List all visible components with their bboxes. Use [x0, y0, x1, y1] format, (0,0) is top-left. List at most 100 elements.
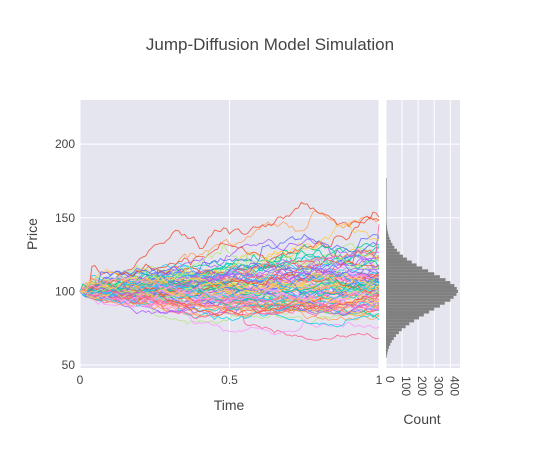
histogram-bar: [386, 272, 435, 276]
price-path: [79, 276, 380, 304]
price-path: [79, 275, 380, 298]
side-x-tick-label: 300: [431, 376, 445, 396]
price-path: [79, 263, 380, 296]
histogram-bar: [386, 201, 387, 205]
histogram-bar: [386, 204, 387, 208]
histogram-bar: [386, 301, 445, 305]
histogram-bar: [386, 257, 407, 261]
side-x-tick-group: 0: [383, 376, 397, 383]
histogram-bar: [386, 228, 388, 232]
histogram-bar: [386, 292, 457, 296]
price-path: [79, 267, 380, 296]
histogram-bar: [386, 192, 387, 196]
histogram-bar: [386, 351, 388, 355]
side-x-tick-label: 200: [415, 376, 429, 396]
main-y-tick-label: 200: [55, 137, 75, 151]
histogram-bar: [386, 186, 387, 190]
side-x-tick-group: 100: [399, 376, 413, 396]
histogram-bar: [386, 178, 387, 181]
histogram-bar: [386, 342, 391, 346]
histogram-bar: [386, 183, 387, 187]
price-path: [79, 272, 380, 293]
histogram-bar: [386, 189, 387, 193]
y-axis-title: Price: [24, 218, 40, 250]
histogram-bar: [386, 219, 387, 223]
histogram-bar: [386, 348, 388, 352]
histogram-bar: [386, 210, 387, 214]
histogram-bar: [386, 245, 395, 249]
histogram-bar: [386, 251, 400, 255]
histogram-bar: [386, 316, 419, 320]
histogram-bar: [386, 295, 454, 299]
histogram-bar: [386, 287, 457, 290]
histogram-bar: [386, 310, 430, 314]
price-path: [79, 251, 380, 299]
side-x-tick-label: 100: [399, 376, 413, 396]
histogram-bar: [386, 275, 440, 279]
histogram-bar: [386, 269, 429, 273]
side-x-tick-label: 400: [447, 376, 461, 396]
side-x-tick-label: 0: [383, 376, 397, 383]
histogram-bar: [386, 354, 387, 358]
x-axis-title: Time: [214, 397, 245, 413]
side-x-tick-group: 400: [447, 376, 461, 396]
histogram-bar: [386, 222, 387, 226]
price-path: [79, 289, 380, 317]
histogram-bar: [386, 284, 455, 288]
histogram-bar: [386, 198, 387, 202]
price-path: [79, 277, 380, 299]
histogram-bar: [386, 289, 459, 293]
histogram-bar: [386, 248, 397, 252]
histogram-bar: [386, 234, 389, 237]
histogram-bar: [386, 281, 451, 285]
price-path: [79, 283, 380, 305]
price-path: [79, 281, 380, 305]
histogram-bar: [386, 304, 440, 308]
histogram-bar: [386, 195, 387, 199]
main-x-tick-label: 1: [376, 373, 383, 387]
histogram-x-axis-title: Count: [403, 411, 440, 427]
main-y-tick-label: 100: [55, 284, 75, 298]
side-x-tick-group: 300: [431, 376, 445, 396]
price-path: [79, 262, 380, 296]
price-path: [79, 258, 380, 295]
histogram-bar: [386, 322, 410, 326]
histogram-bar: [386, 325, 406, 329]
histogram-bar: [386, 331, 399, 335]
histogram-bar: [386, 328, 402, 332]
main-x-tick-label: 0.5: [221, 373, 238, 387]
price-path: [79, 201, 380, 292]
histogram-bar: [386, 260, 412, 264]
price-path: [79, 273, 380, 305]
histogram-bar: [386, 307, 435, 311]
histogram-bar: [386, 236, 390, 240]
histogram-bar: [386, 266, 423, 270]
histogram-bar: [386, 298, 451, 302]
histogram-bar: [386, 334, 396, 338]
histogram-bar: [386, 254, 403, 258]
histogram-bar: [386, 313, 424, 317]
price-path: [79, 285, 380, 320]
histogram-bar: [386, 278, 446, 282]
histogram-bar: [386, 340, 392, 343]
histogram-bar: [386, 337, 394, 341]
histogram-bar: [386, 231, 388, 234]
histogram-bar: [386, 263, 417, 267]
histogram-bar: [386, 345, 389, 349]
histogram-bar: [386, 319, 415, 323]
histogram-bar: [386, 239, 391, 243]
histogram-bar: [386, 180, 387, 184]
main-y-tick-label: 50: [62, 358, 76, 372]
main-y-tick-label: 150: [55, 211, 75, 225]
histogram-bar: [386, 242, 393, 246]
side-axis-ticks: 0 100 200 300 400: [383, 376, 461, 396]
side-histogram-bars: [386, 178, 459, 358]
histogram-bar: [386, 207, 387, 211]
price-path: [79, 289, 380, 313]
main-price-paths: [79, 201, 380, 341]
price-path: [79, 268, 380, 298]
histogram-bar: [386, 216, 387, 220]
